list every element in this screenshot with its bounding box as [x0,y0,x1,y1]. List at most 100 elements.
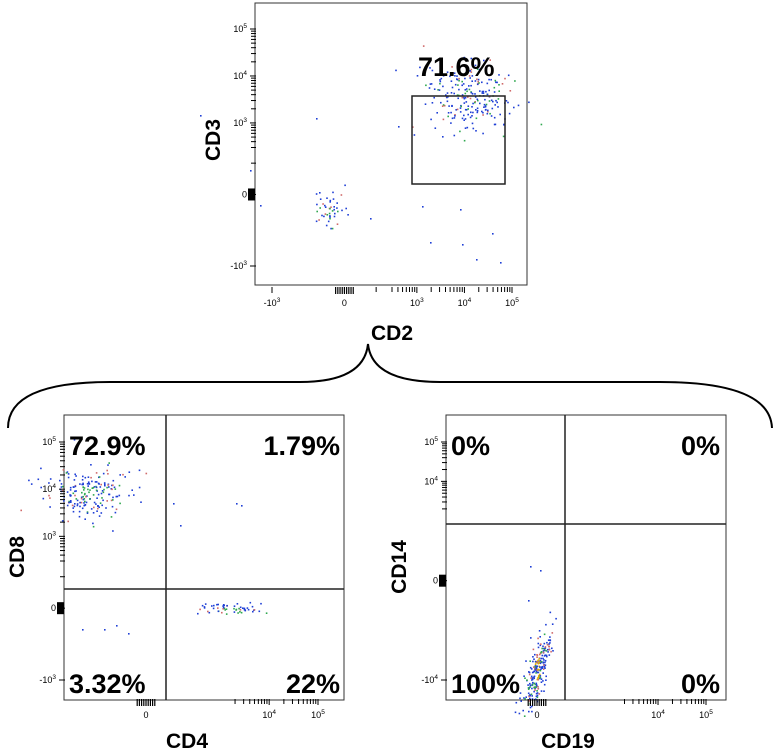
event-dot [463,102,466,104]
event-dot [488,100,491,102]
event-dot [539,675,542,677]
event-dot [237,612,239,614]
event-dot [532,671,535,673]
event-dot [197,612,199,615]
event-dot [453,72,456,74]
event-dot [478,68,481,71]
event-dot [323,215,325,218]
event-dot [446,100,449,103]
event-dot [536,678,539,681]
x-tick-label: 104 [651,709,665,720]
event-dot [101,504,103,507]
event-dot [329,199,332,202]
event-dot [533,676,535,678]
y-tick-label: 104 [424,475,438,486]
event-dot [454,114,456,116]
event-dot [459,111,462,113]
event-dot [549,642,551,644]
event-dot [529,666,532,669]
event-dot [336,207,338,209]
event-dot [474,64,477,67]
event-dot [213,604,215,607]
event-dot [540,651,542,654]
event-dot [80,501,83,504]
event-dot [63,500,65,502]
event-dot [76,503,79,505]
event-dot [463,56,466,59]
event-dot [446,92,449,94]
event-dot [341,209,343,212]
event-dot [498,90,500,92]
event-dot [453,134,456,137]
event-dot [69,495,72,497]
event-dot [533,658,535,660]
event-dot [103,482,106,484]
event-dot [535,672,537,674]
event-dot [483,103,486,106]
event-dot [75,475,77,477]
event-dot [496,101,498,104]
event-dot [451,117,454,120]
event-dot [233,607,235,610]
event-dot [545,675,547,678]
event-dot [86,511,89,513]
event-dot [446,71,449,73]
event-dot [451,86,454,89]
event-dot [546,655,548,658]
event-dot [543,664,545,666]
event-dot [544,659,547,662]
event-dot [534,669,537,671]
event-dot [500,262,502,264]
event-dot [456,75,458,77]
event-dot [82,475,84,478]
event-dot [524,677,526,679]
x-tick-label: 105 [311,709,325,720]
event-dot [533,675,536,678]
event-dot [99,486,102,488]
event-dot [461,84,463,87]
event-dot [112,530,114,532]
event-dot [436,112,438,114]
event-dot [84,500,86,503]
event-dot [517,104,520,107]
event-dot [100,492,103,495]
event-dot [541,667,543,669]
event-dot [239,609,242,611]
event-dot [547,651,549,653]
event-dot [531,678,534,681]
event-dot [468,75,471,77]
event-dot [505,100,508,102]
event-dot [326,214,329,216]
event-dot [523,697,525,699]
event-dot [541,666,544,668]
dot-cloud [200,45,543,264]
event-dot [453,117,456,119]
event-dot [540,666,543,668]
event-dot [536,690,538,692]
event-dot [439,80,442,83]
event-dot [529,706,532,709]
event-dot [539,661,541,664]
event-dot [95,486,98,489]
x-tick-label: 104 [458,297,472,308]
event-dot [72,510,75,513]
event-dot [140,501,142,503]
event-dot [530,677,532,679]
event-dot [549,639,551,641]
y-tick-label: 105 [233,23,247,34]
event-dot [440,77,443,80]
event-dot [471,106,473,108]
event-dot [448,105,450,107]
event-dot [530,637,532,639]
event-dot [71,504,74,507]
x-tick-label: 105 [699,709,713,720]
event-dot [539,676,542,679]
event-dot [331,210,334,212]
event-dot [118,484,121,487]
event-dot [529,697,531,700]
event-dot [465,101,468,103]
event-dot [523,715,526,717]
event-dot [48,482,50,484]
event-dot [464,118,467,120]
event-dot [528,101,530,104]
